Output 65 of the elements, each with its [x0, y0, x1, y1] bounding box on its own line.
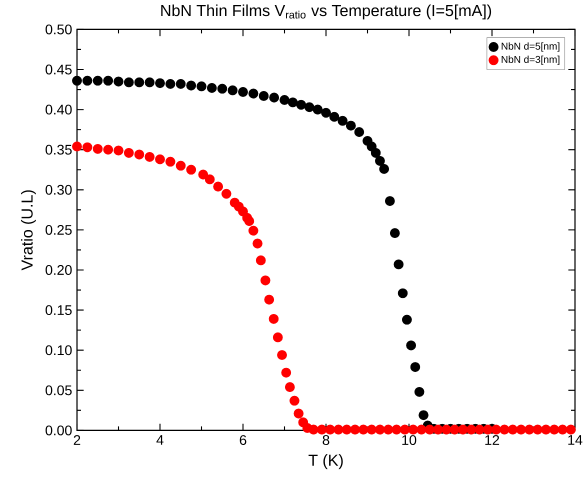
y-tick-label: 0.10: [46, 345, 72, 355]
point: [354, 126, 364, 137]
legend-label: NbN d=5[nm]: [502, 42, 560, 52]
point: [296, 100, 306, 110]
y-tick-label: 0.15: [46, 304, 72, 315]
point: [329, 112, 340, 122]
point: [379, 164, 390, 174]
y-tick-label: 0.45: [46, 64, 72, 74]
point: [304, 102, 314, 112]
point: [410, 362, 420, 372]
x-axis-title: T (K): [308, 454, 343, 469]
point: [288, 97, 298, 108]
legend-label: NbN d=3[nm]: [502, 55, 560, 65]
point: [144, 77, 155, 88]
point: [196, 81, 206, 92]
y-tick-label: 0.50: [46, 24, 72, 34]
point: [124, 77, 134, 88]
point: [390, 228, 400, 238]
point: [103, 76, 114, 86]
point: [406, 340, 416, 350]
y-tick-label: 0.35: [46, 144, 72, 154]
point: [394, 259, 404, 270]
y-tick-label: 0.40: [46, 104, 72, 114]
point: [82, 76, 92, 86]
point: [217, 84, 228, 94]
x-tick-label: 6: [240, 434, 246, 445]
point: [269, 92, 280, 102]
point: [92, 76, 103, 86]
point: [134, 77, 144, 88]
x-tick-label: 14: [568, 434, 582, 445]
x-tick-label: 10: [402, 434, 416, 445]
point: [370, 148, 381, 158]
y-tick-label: 0.30: [46, 184, 72, 195]
y-tick-label: 0.05: [46, 385, 72, 396]
point: [346, 120, 356, 130]
point: [312, 104, 323, 114]
point: [258, 90, 269, 101]
y-tick-label: 0.20: [46, 264, 72, 275]
y-tick-label: 0.00: [46, 425, 72, 436]
point: [338, 116, 348, 126]
point: [228, 85, 238, 96]
point: [248, 88, 258, 98]
y-axis-title: Vratio (U.L): [20, 190, 36, 270]
point: [155, 78, 165, 88]
point: [321, 108, 331, 118]
point: [402, 314, 412, 324]
x-tick-label: 12: [485, 434, 500, 445]
point: [398, 288, 408, 298]
point: [375, 156, 385, 166]
point: [206, 82, 217, 93]
chart-title: NbN Thin Films V$_{ratio}$ vs Temperature (I=5[mA]): [161, 4, 492, 20]
x-tick-label: 2: [74, 434, 80, 445]
x-tick-label: 8: [322, 434, 330, 445]
point: [186, 80, 196, 90]
point: [280, 94, 290, 105]
point: [72, 76, 82, 86]
point: [114, 76, 124, 86]
point: [414, 386, 424, 397]
point: [238, 86, 248, 97]
y-tick-label: 0.25: [46, 224, 72, 235]
point: [384, 196, 395, 206]
x-tick-label: 4: [156, 434, 164, 445]
point: [165, 78, 176, 89]
point: [176, 78, 186, 89]
point: [418, 410, 428, 420]
